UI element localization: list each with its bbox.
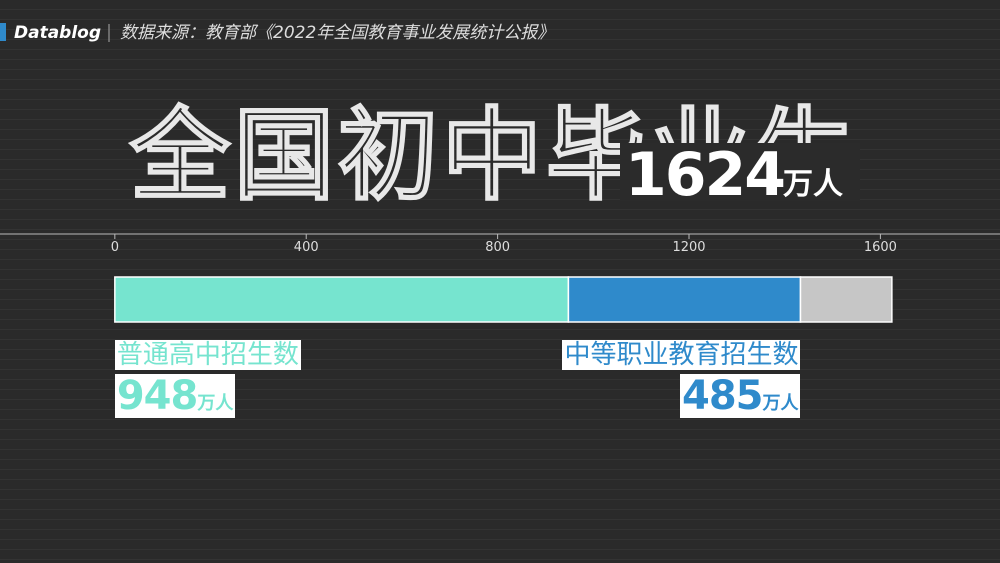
x-tick-label: 1200 xyxy=(672,240,705,255)
bar-segment xyxy=(799,276,893,323)
segment-name: 普通高中招生数 xyxy=(114,340,301,370)
x-tick-label: 800 xyxy=(485,240,510,255)
total-backdrop xyxy=(620,143,860,201)
segment-name: 中等职业教育招生数 xyxy=(562,340,801,370)
x-tick-label: 400 xyxy=(294,240,319,255)
segment-unit: 万人 xyxy=(197,393,234,414)
total: 1624 xyxy=(625,140,784,210)
x-tick-label: 0 xyxy=(111,240,119,255)
brand: Datablog xyxy=(14,23,101,43)
segment-value: 948 xyxy=(116,373,198,419)
segment-value-label: 485万人 xyxy=(679,373,801,419)
total-unit: 万人 xyxy=(783,167,843,202)
bar-segment xyxy=(114,276,570,323)
segment-value: 485 xyxy=(681,373,763,419)
bar-segment xyxy=(567,276,802,323)
segment-value-label: 948万人 xyxy=(114,373,236,419)
segment-unit: 万人 xyxy=(762,393,799,414)
x-tick-label: 1600 xyxy=(864,240,897,255)
brand-marker xyxy=(0,23,6,41)
source: 数据来源：教育部《2022年全国教育事业发展统计公报》 xyxy=(120,23,554,43)
